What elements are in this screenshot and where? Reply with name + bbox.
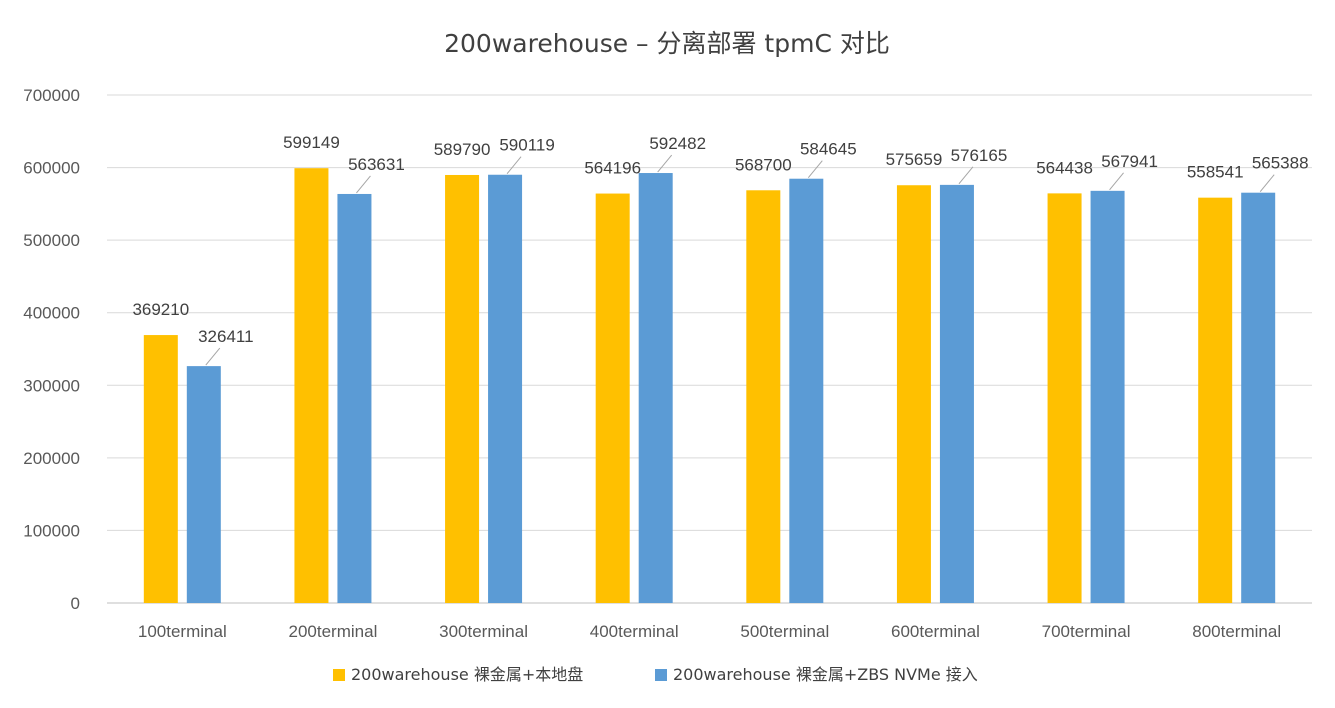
x-tick-label: 600terminal — [891, 622, 980, 641]
y-tick-label: 600000 — [23, 159, 80, 178]
bar-local-disk — [1198, 197, 1233, 603]
data-label: 558541 — [1187, 163, 1244, 182]
bar-local-disk — [143, 335, 178, 603]
y-tick-label: 400000 — [23, 304, 80, 323]
y-tick-label: 200000 — [23, 449, 80, 468]
leader-line — [356, 175, 371, 194]
legend-label: 200warehouse 裸金属+本地盘 — [351, 665, 583, 684]
leader-line — [1259, 174, 1275, 193]
bar-zbs-nvme — [186, 366, 221, 603]
data-labels: 369210 326411 599149 563631 589790 590119 5641… — [132, 133, 1308, 346]
x-tick-label: 700terminal — [1042, 622, 1131, 641]
leader-line — [958, 166, 974, 185]
leader-line — [205, 347, 221, 366]
x-tick-label: 200terminal — [289, 622, 378, 641]
data-label: 599149 — [283, 133, 340, 152]
bar-local-disk — [1047, 193, 1082, 603]
bar-zbs-nvme — [638, 173, 673, 603]
data-label: 590119 — [499, 136, 554, 155]
bar-local-disk — [294, 168, 329, 603]
y-axis-tick-labels: 0 100000 200000 300000 400000 500000 600000 700… — [23, 86, 80, 613]
data-label-leader-lines — [205, 154, 1275, 366]
bar-zbs-nvme — [1241, 192, 1276, 603]
bar-zbs-nvme — [789, 178, 824, 603]
bar-local-disk — [746, 190, 781, 603]
data-label: 564438 — [1036, 158, 1093, 177]
y-tick-label: 700000 — [23, 86, 80, 105]
bar-zbs-nvme — [939, 184, 974, 603]
data-label: 576165 — [951, 146, 1008, 165]
legend-label: 200warehouse 裸金属+ZBS NVMe 接入 — [673, 665, 978, 684]
x-tick-label: 500terminal — [740, 622, 829, 641]
data-label: 326411 — [198, 327, 253, 346]
data-label: 564196 — [584, 159, 641, 178]
bar-zbs-nvme — [337, 193, 372, 603]
x-tick-label: 100terminal — [138, 622, 227, 641]
data-label: 568700 — [735, 155, 792, 174]
data-label: 584645 — [800, 140, 857, 159]
data-label: 563631 — [348, 155, 405, 174]
y-tick-label: 100000 — [23, 521, 80, 540]
x-axis-tick-labels: 100terminal 200terminal 300terminal 400term… — [138, 622, 1281, 641]
legend: 200warehouse 裸金属+本地盘 200warehouse 裸金属+ZBS… — [333, 665, 978, 684]
leader-line — [1109, 172, 1124, 191]
y-tick-label: 500000 — [23, 231, 80, 250]
x-tick-label: 300terminal — [439, 622, 528, 641]
leader-line — [657, 154, 673, 173]
y-tick-label: 300000 — [23, 376, 80, 395]
bar-zbs-nvme — [1090, 190, 1125, 603]
x-tick-label: 400terminal — [590, 622, 679, 641]
leader-line — [807, 160, 823, 179]
y-tick-label: 0 — [71, 594, 80, 613]
legend-swatch — [333, 669, 345, 681]
bar-local-disk — [896, 185, 931, 604]
bar-local-disk — [595, 193, 630, 603]
data-label: 567941 — [1101, 152, 1158, 171]
data-label: 592482 — [649, 134, 706, 153]
bar-local-disk — [445, 174, 480, 604]
gridlines — [107, 94, 1312, 604]
x-tick-label: 800terminal — [1192, 622, 1281, 641]
chart-title: 200warehouse – 分离部署 tpmC 对比 — [444, 29, 890, 58]
data-label: 589790 — [434, 140, 491, 159]
data-label: 575659 — [886, 150, 943, 169]
bars — [143, 168, 1276, 604]
leader-line — [506, 156, 522, 175]
bar-zbs-nvme — [488, 174, 523, 603]
legend-swatch — [655, 669, 667, 681]
data-label: 565388 — [1252, 154, 1309, 173]
data-label: 369210 — [132, 300, 189, 319]
